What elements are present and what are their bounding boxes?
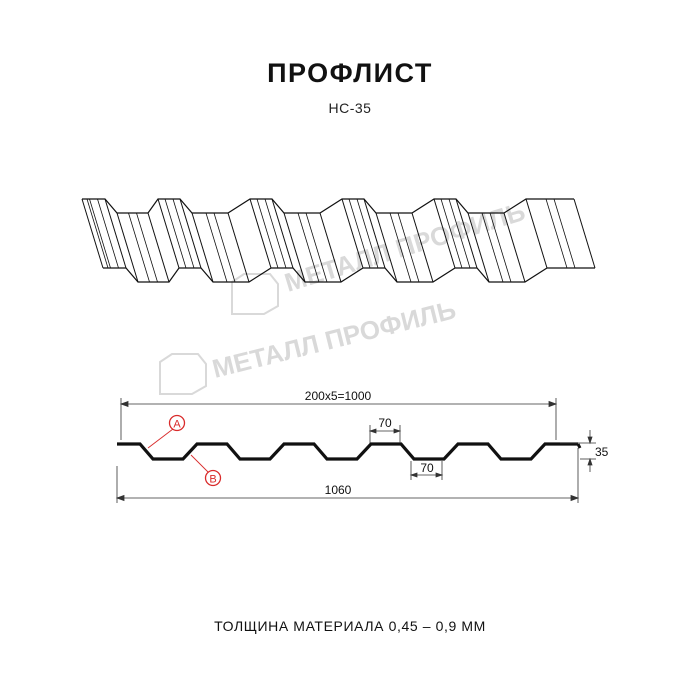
sheet-stiffener-line — [256, 198, 279, 269]
page-title: ПРОФЛИСТ — [267, 58, 433, 88]
profile-model: НС-35 — [328, 100, 372, 116]
dim-pitch-label: 200x5=1000 — [305, 389, 372, 403]
sheet-stiffener-line — [553, 198, 576, 269]
sheet-stiffener-line — [348, 198, 371, 269]
profile-line — [117, 442, 578, 461]
sheet-fold-line — [573, 198, 596, 269]
sheet-fold-line — [147, 212, 170, 283]
sheet-edge-hem — [86, 198, 109, 269]
sheet-fold-line — [363, 198, 386, 269]
sheet-stiffener-line — [481, 212, 504, 283]
sheet-fold-line — [375, 212, 398, 283]
sheet-stiffener-line — [489, 212, 512, 283]
sheet-fold-line — [319, 212, 342, 283]
callout-a: A — [147, 414, 186, 449]
sheet-fold-line — [179, 198, 202, 269]
sheet-bottom-edge — [103, 267, 595, 283]
sheet-fold-line — [283, 212, 306, 283]
sheet-fold-line — [503, 212, 526, 283]
sheet-fold-line — [455, 198, 478, 269]
watermark-lower: МЕТАЛЛ ПРОФИЛЬ — [159, 294, 459, 395]
sheet-stiffener-line — [397, 212, 420, 283]
sheet-stiffener-line — [305, 212, 328, 283]
callout-a-label: A — [173, 419, 181, 431]
sheet-stiffener-line — [389, 212, 412, 283]
sheet-fold-line — [433, 198, 456, 269]
sheet-stiffener-line — [205, 212, 228, 283]
callout-b-label: B — [209, 474, 216, 486]
sheet-fold-line — [411, 212, 434, 283]
sheet-fold-line — [116, 212, 139, 283]
sheet-stiffener-line — [264, 198, 287, 269]
sheet-stiffener-line — [545, 198, 568, 269]
sheet-stiffener-line — [97, 198, 119, 269]
sheet-fold-line — [249, 198, 272, 269]
sheet-stiffener-line — [128, 212, 150, 283]
sheet-fold-line — [227, 212, 250, 283]
dim-top-flat-label: 70 — [378, 416, 392, 430]
sheet-stiffener-line — [297, 212, 320, 283]
sheet-stiffener-line — [172, 198, 195, 269]
sheet-fold-line — [104, 198, 127, 269]
sheet-stiffener-line — [136, 212, 158, 283]
sheet-stiffener-line — [213, 212, 236, 283]
cross-section-profile — [117, 442, 582, 461]
watermark-text: МЕТАЛЛ ПРОФИЛЬ — [209, 294, 459, 384]
callout-b: B — [190, 454, 222, 487]
sheet-stiffener-line — [356, 198, 379, 269]
dim-bottom-flat-label: 70 — [420, 461, 434, 475]
sheet-fold-line — [191, 212, 214, 283]
sheet-stiffener-line — [440, 198, 463, 269]
dim-height-label: 35 — [595, 445, 609, 459]
sheet-stiffener-line — [164, 198, 187, 269]
sheet-fold-line — [157, 198, 180, 269]
sheet-fold-line — [341, 198, 364, 269]
sheet-3d-view — [81, 198, 596, 283]
sheet-stiffener-line — [448, 198, 471, 269]
sheet-fold-line — [271, 198, 294, 269]
sheet-fold-line — [467, 212, 490, 283]
sheet-fold-line — [525, 198, 548, 269]
sheet-top-edge — [82, 198, 574, 214]
dim-total-width-label: 1060 — [325, 483, 352, 497]
dimension-lines — [115, 398, 596, 503]
profile-hem — [576, 443, 582, 449]
material-thickness: ТОЛЩИНА МАТЕРИАЛА 0,45 – 0,9 ММ — [214, 618, 486, 634]
sheet-fold-line — [81, 198, 104, 269]
sheet-stiffener-line — [89, 198, 111, 269]
